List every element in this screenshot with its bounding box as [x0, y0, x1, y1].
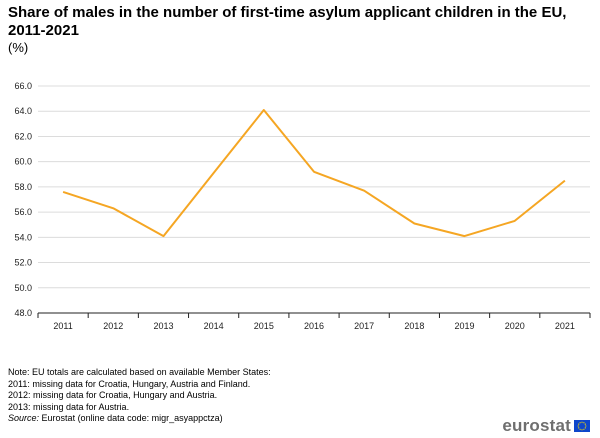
flag-star — [578, 423, 580, 425]
eurostat-logo: eurostat — [502, 416, 590, 436]
y-tick-label: 58.0 — [14, 182, 32, 192]
flag-star — [579, 428, 581, 430]
notes: Note: EU totals are calculated based on … — [8, 367, 271, 425]
note-line: 2011: missing data for Croatia, Hungary,… — [8, 378, 251, 389]
axes: 48.0 50.0 52.0 54.0 56.0 58.0 60.0 62.0 64.0 66.0… — [14, 81, 591, 331]
y-tick-label: 60.0 — [14, 157, 32, 167]
y-tick-label: 64.0 — [14, 106, 32, 116]
flag-star — [581, 429, 583, 431]
series-line — [62, 109, 566, 238]
x-tick-label: 2017 — [354, 321, 374, 331]
note-line: 2012: missing data for Croatia, Hungary … — [8, 390, 218, 400]
source-line: Source: Eurostat (online data code: migr… — [8, 413, 271, 425]
flag-star — [579, 422, 581, 424]
x-tick-label: 2021 — [555, 321, 575, 331]
flag-star — [584, 423, 586, 425]
source-label: Source: — [8, 413, 40, 423]
x-tick-label: 2020 — [505, 321, 525, 331]
flag-star — [583, 428, 585, 430]
x-tick-label: 2013 — [153, 321, 173, 331]
y-tick-label: 66.0 — [14, 81, 32, 91]
x-tick-label: 2011 — [53, 321, 72, 331]
note-line: 2013: missing data for Austria. — [8, 401, 130, 412]
flag-star — [578, 427, 580, 429]
x-tick-label: 2018 — [404, 321, 424, 331]
line-chart: 48.0 50.0 52.0 54.0 56.0 58.0 60.0 62.0 64.0 66.0… — [14, 81, 591, 331]
series-layer — [62, 109, 566, 238]
flag-star — [577, 425, 579, 427]
y-tick-label: 54.0 — [14, 232, 32, 242]
y-tick-label: 50.0 — [14, 283, 32, 293]
x-tick-label: 2019 — [455, 321, 475, 331]
flag-star — [585, 425, 587, 427]
y-tick-label: 56.0 — [14, 207, 32, 217]
x-tick-label: 2015 — [254, 321, 274, 331]
flag-star — [581, 421, 583, 423]
gridlines — [38, 85, 590, 289]
eu-flag-icon — [574, 420, 590, 432]
note-line: Note: EU totals are calculated based on … — [8, 367, 271, 377]
y-tick-label: 48.0 — [14, 308, 32, 318]
flag-star — [583, 422, 585, 424]
flag-star — [584, 427, 586, 429]
source-text: Eurostat (online data code: migr_asyappc… — [41, 413, 223, 423]
chart-subtitle: (%) — [8, 40, 29, 55]
x-tick-label: 2014 — [204, 321, 224, 331]
logo-text: eurostat — [502, 416, 571, 435]
y-tick-label: 52.0 — [14, 258, 32, 268]
chart-title: Share of males in the number of first-ti… — [8, 4, 567, 39]
x-tick-label: 2012 — [103, 321, 123, 331]
y-tick-label: 62.0 — [14, 131, 32, 141]
x-tick-label: 2016 — [304, 321, 324, 331]
